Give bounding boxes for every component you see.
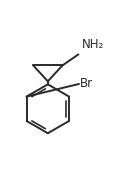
Text: NH₂: NH₂ <box>82 38 104 51</box>
Text: Br: Br <box>80 77 93 90</box>
